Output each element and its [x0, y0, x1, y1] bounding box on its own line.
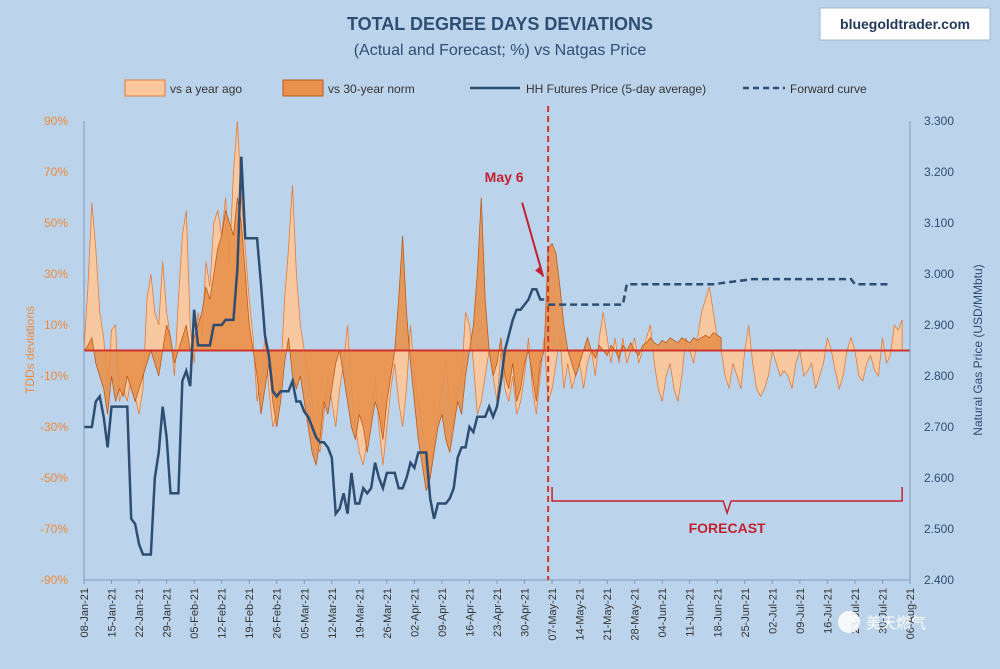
may6-arrow-head [535, 265, 544, 277]
source-label: bluegoldtrader.com [840, 16, 970, 32]
hh-futures-line [84, 156, 545, 556]
x-tick-label: 16-Apr-21 [464, 588, 476, 637]
forecast-label: FORECAST [689, 520, 766, 536]
x-tick-label: 19-Feb-21 [244, 588, 256, 639]
x-tick-label: 12-Feb-21 [217, 588, 229, 639]
x-tick-label: 14-May-21 [575, 588, 587, 641]
plot-lines [84, 156, 910, 556]
legend-label-hh-futures: HH Futures Price (5-day average) [526, 82, 706, 96]
right-axis: 3.300 3.200 3.100 3.000 2.900 2.800 2.700 2.600… [909, 114, 954, 587]
legend-swatch-vs-year-ago [124, 79, 166, 97]
chart-title: TOTAL DEGREE DAYS DEVIATIONS [347, 14, 653, 34]
x-tick-label: 12-Mar-21 [327, 588, 339, 639]
x-tick-label: 26-Feb-21 [272, 588, 284, 639]
right-tick-label: 3.200 [924, 165, 954, 179]
x-tick-label: 09-Jul-21 [795, 588, 807, 634]
watermark-label: 美天燃气 [866, 614, 926, 632]
left-tick-label: -30% [40, 420, 68, 434]
x-tick-label: 23-Apr-21 [492, 588, 504, 637]
right-tick-label: 2.500 [924, 522, 954, 536]
left-tick-label: -90% [40, 573, 68, 587]
x-tick-label: 16-Jul-21 [822, 588, 834, 634]
left-tick-label: 30% [44, 267, 68, 281]
right-axis-title: Natural Gas Price (USD/MMbtu) [971, 264, 985, 435]
right-tick-label: 3.300 [924, 114, 954, 128]
right-tick-label: 2.600 [924, 471, 954, 485]
x-tick-label: 06-Aug-21 [905, 588, 917, 639]
x-tick-label: 09-Apr-21 [437, 588, 449, 637]
right-tick-label: 2.800 [924, 369, 954, 383]
x-tick-label: 05-Feb-21 [189, 588, 201, 639]
wechat-icon [838, 611, 860, 633]
left-tick-label: 90% [44, 114, 68, 128]
right-tick-label: 3.000 [924, 267, 954, 281]
x-tick-label: 30-Apr-21 [520, 588, 532, 637]
legend-label-forward-curve: Forward curve [790, 82, 867, 96]
left-tick-label: -50% [40, 471, 68, 485]
left-axis-title: TDDs deviations [23, 306, 37, 394]
x-tick-label: 07-May-21 [547, 588, 559, 641]
x-tick-label: 26-Mar-21 [382, 588, 394, 639]
x-tick-label: 22-Jan-21 [134, 588, 146, 638]
source-badge: bluegoldtrader.com [819, 7, 991, 41]
forward-curve-line [548, 277, 891, 306]
source-badge-box [819, 7, 991, 41]
x-tick-label: 02-Apr-21 [409, 588, 421, 637]
left-tick-label: 10% [44, 318, 68, 332]
x-tick-label: 04-Jun-21 [657, 588, 669, 638]
right-tick-label: 2.400 [924, 573, 954, 587]
x-tick-label: 29-Jan-21 [162, 588, 174, 638]
right-tick-label: 2.900 [924, 318, 954, 332]
chart-subtitle: (Actual and Forecast; %) vs Natgas Price [354, 42, 647, 59]
legend-label-vs-30yr-norm: vs 30-year norm [328, 82, 415, 96]
x-tick-label: 11-Jun-21 [685, 588, 697, 637]
x-tick-label: 19-Mar-21 [354, 588, 366, 639]
right-tick-label: 3.100 [924, 216, 954, 230]
left-tick-label: -70% [40, 522, 68, 536]
may6-label: May 6 [485, 169, 524, 185]
forecast-bracket [551, 486, 903, 516]
left-axis: 90% 70% 50% 30% 10% -10% -30% -50% -70% -90% [40, 114, 85, 587]
legend-swatch-vs-30yr-norm [282, 79, 324, 97]
x-tick-label: 02-Jul-21 [767, 588, 779, 634]
legend-label-vs-year-ago: vs a year ago [170, 82, 242, 96]
x-tick-label: 18-Jun-21 [712, 588, 724, 638]
x-tick-label: 15-Jan-21 [107, 588, 119, 638]
x-tick-label: 30-Jul-21 [877, 588, 889, 634]
left-tick-label: -10% [40, 369, 68, 383]
x-tick-label: 28-May-21 [630, 588, 642, 641]
annotations: May 6 FORECAST [485, 106, 903, 580]
right-tick-label: 2.700 [924, 420, 954, 434]
left-tick-label: 70% [44, 165, 68, 179]
left-tick-label: 50% [44, 216, 68, 230]
watermark: 美天燃气 [838, 611, 926, 633]
x-tick-label: 21-May-21 [602, 588, 614, 641]
x-tick-label: 08-Jan-21 [79, 588, 91, 638]
legend: vs a year ago vs 30-year norm HH Futures… [124, 79, 867, 97]
x-tick-label: 25-Jun-21 [740, 588, 752, 638]
may6-arrow-shaft [521, 202, 545, 277]
x-tick-label: 05-Mar-21 [299, 588, 311, 639]
